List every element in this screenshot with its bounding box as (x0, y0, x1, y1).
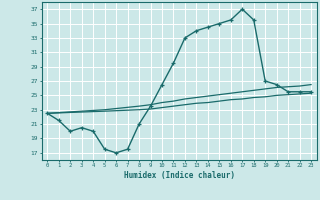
X-axis label: Humidex (Indice chaleur): Humidex (Indice chaleur) (124, 171, 235, 180)
